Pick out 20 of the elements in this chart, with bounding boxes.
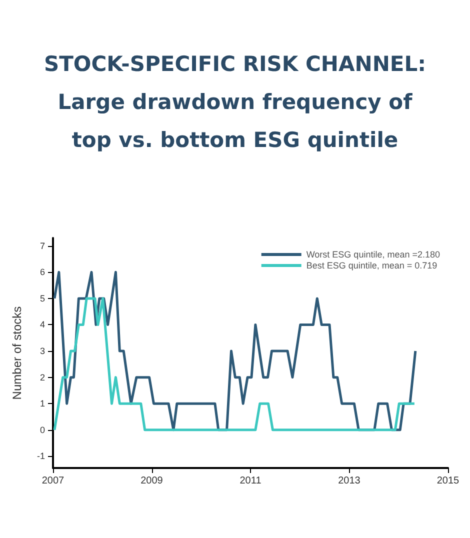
legend-label: Worst ESG quintile, mean =2.180: [306, 250, 440, 260]
y-tick-label: 4: [40, 320, 45, 330]
y-tick-label: 2: [40, 372, 45, 382]
y-tick-label: 7: [40, 240, 45, 251]
y-tick-label: 0: [40, 424, 45, 435]
y-tick-label: 3: [40, 346, 45, 356]
y-axis-title: Number of stocks: [10, 306, 24, 400]
x-tick-label: 2011: [240, 476, 262, 486]
line-series: [53, 270, 417, 432]
x-tick-label: 2015: [436, 476, 460, 486]
y-tick-label: 6: [40, 267, 45, 278]
x-tick-label: 2009: [140, 476, 164, 486]
y-tick-label: -1: [36, 451, 45, 462]
x-tick-label: 2007: [42, 476, 65, 486]
y-tick-label: 5: [40, 293, 45, 304]
line-series: [53, 297, 416, 432]
x-tick-label: 2013: [338, 476, 361, 486]
y-tick-label: 1: [40, 398, 45, 409]
chart-title: STOCK-SPECIFIC RISK CHANNEL: Large drawdown frequency of top vs. bottom ESG quintile: [44, 52, 426, 152]
legend-label: Best ESG quintile, mean = 0.719: [306, 260, 438, 270]
